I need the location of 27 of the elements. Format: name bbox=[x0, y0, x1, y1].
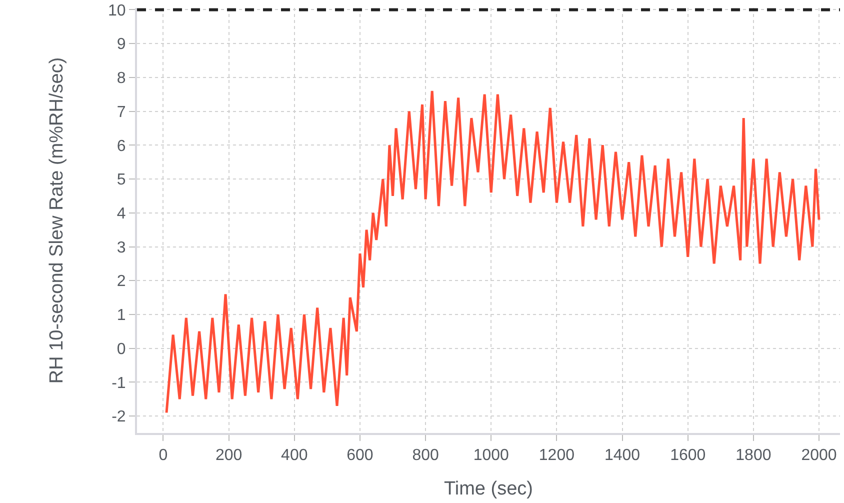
y-tick-label: 3 bbox=[116, 239, 126, 256]
x-tick-label: 400 bbox=[281, 447, 308, 464]
y-tick-label: 1 bbox=[116, 307, 126, 324]
y-tick-label: 0 bbox=[116, 340, 126, 358]
x-tick-label: 800 bbox=[412, 447, 439, 464]
y-tick-label: -1 bbox=[112, 374, 126, 392]
y-tick-label: 4 bbox=[116, 205, 126, 222]
y-tick-label: 2 bbox=[116, 273, 126, 290]
x-tick-label: 1800 bbox=[736, 447, 772, 464]
y-tick-label: 8 bbox=[116, 70, 126, 88]
y-tick-label: 7 bbox=[116, 104, 126, 121]
x-axis-title: Time (sec) bbox=[444, 478, 534, 500]
y-tick-label: 10 bbox=[108, 2, 126, 20]
y-axis-title: RH 10-second Slew Rate (m%RH/sec) bbox=[46, 57, 68, 384]
x-tick-label: 1400 bbox=[604, 447, 640, 464]
x-tick-label: 600 bbox=[346, 447, 374, 464]
x-tick-label: 1000 bbox=[473, 447, 510, 464]
y-tick-label: 9 bbox=[116, 36, 126, 54]
x-tick-label: 0 bbox=[158, 447, 168, 464]
y-tick-label: -2 bbox=[112, 408, 126, 426]
y-tick-label: 6 bbox=[116, 138, 126, 155]
x-tick-label: 1200 bbox=[538, 447, 575, 464]
line-series bbox=[165, 90, 820, 414]
x-tick-label: 2000 bbox=[801, 447, 837, 464]
y-tick-label: 5 bbox=[116, 172, 126, 189]
x-tick-label: 200 bbox=[215, 447, 242, 464]
x-tick-label: 1600 bbox=[670, 447, 706, 464]
